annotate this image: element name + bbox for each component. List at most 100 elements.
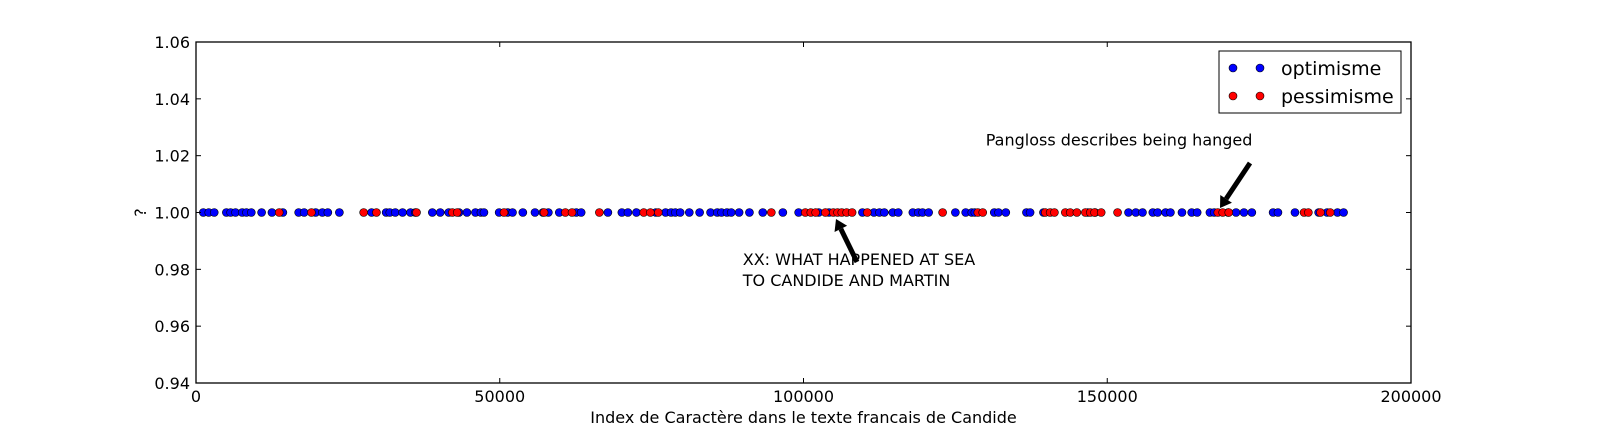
point-optimisme (435, 208, 445, 217)
legend-marker (1255, 91, 1265, 101)
point-optimisme (1339, 208, 1348, 217)
point-optimisme (879, 208, 889, 217)
axis-ticks: 0 50000 100000 150000 200000 0.94 0.96 0.98 1.00… (154, 33, 1441, 406)
annotation-text: TO CANDIDE AND MARTIN (742, 271, 951, 290)
point-pessimisme (412, 208, 421, 217)
point-optimisme (323, 208, 333, 217)
point-optimisme (335, 208, 344, 217)
point-pessimisme (1113, 208, 1122, 217)
point-optimisme (1025, 208, 1035, 217)
point-optimisme (675, 208, 685, 217)
y-tick-label: 1.00 (154, 204, 190, 223)
point-pessimisme (862, 208, 872, 217)
point-pessimisme (539, 208, 549, 217)
annotation-text: Pangloss describes being hanged (986, 131, 1253, 150)
x-tick-label: 0 (191, 387, 201, 406)
data-points (198, 208, 1348, 217)
point-optimisme (1166, 208, 1175, 217)
point-pessimisme (1304, 208, 1313, 217)
point-pessimisme (978, 208, 988, 217)
point-optimisme (893, 208, 903, 217)
point-optimisme (576, 208, 586, 217)
point-optimisme (734, 208, 744, 217)
y-tick-label: 0.94 (154, 374, 190, 393)
point-optimisme (1290, 208, 1300, 217)
point-pessimisme (1316, 208, 1325, 217)
legend-marker (1255, 63, 1265, 73)
point-optimisme (632, 208, 641, 217)
point-optimisme (267, 208, 277, 217)
annotation-arrow-head (834, 219, 848, 232)
point-optimisme (994, 208, 1003, 217)
point-optimisme (924, 208, 933, 217)
annotations: XX: WHAT HAPPENED AT SEA TO CANDIDE AND M… (742, 131, 1253, 290)
point-pessimisme (1325, 208, 1335, 217)
point-optimisme (1239, 208, 1249, 217)
point-pessimisme (567, 208, 577, 217)
point-pessimisme (654, 208, 663, 217)
point-optimisme (530, 208, 540, 217)
point-optimisme (778, 208, 788, 217)
point-pessimisme (646, 208, 655, 217)
point-pessimisme (847, 208, 857, 217)
point-optimisme (951, 208, 960, 217)
point-optimisme (518, 208, 528, 217)
point-optimisme (603, 208, 613, 217)
legend-marker (1228, 63, 1238, 73)
legend-marker (1228, 91, 1238, 101)
x-axis-label: Index de Caractère dans le texte francai… (590, 408, 1016, 427)
point-pessimisme (767, 208, 776, 217)
point-optimisme (1192, 208, 1202, 217)
y-tick-label: 1.04 (154, 90, 190, 109)
point-optimisme (1124, 208, 1133, 217)
point-optimisme (209, 208, 219, 217)
point-pessimisme (938, 208, 947, 217)
point-pessimisme (274, 208, 284, 217)
y-tick-label: 0.96 (154, 317, 190, 336)
point-optimisme (623, 208, 633, 217)
point-optimisme (1247, 208, 1257, 217)
legend-label: pessimisme (1281, 86, 1394, 108)
point-pessimisme (452, 208, 462, 217)
point-optimisme (726, 208, 736, 217)
x-tick-label: 100000 (773, 387, 834, 406)
point-optimisme (508, 208, 517, 217)
legend: optimisme pessimisme (1218, 50, 1402, 114)
point-optimisme (684, 208, 694, 217)
legend-box (1218, 50, 1402, 114)
legend-label: optimisme (1281, 58, 1381, 80)
point-optimisme (246, 208, 256, 217)
point-optimisme (1138, 208, 1147, 217)
annotation-text: XX: WHAT HAPPENED AT SEA (743, 250, 976, 269)
annotation-arrow-shaft (1224, 161, 1253, 201)
point-optimisme (462, 208, 472, 217)
annotation-arrow-shaft (838, 227, 860, 264)
point-optimisme (1153, 208, 1162, 217)
point-pessimisme (307, 208, 316, 217)
point-optimisme (398, 208, 407, 217)
point-pessimisme (1224, 208, 1234, 217)
x-tick-label: 50000 (474, 387, 525, 406)
annotation-arrow-head (1220, 194, 1232, 208)
x-tick-label: 200000 (1380, 387, 1441, 406)
point-pessimisme (359, 208, 368, 217)
point-optimisme (479, 208, 489, 217)
y-axis-label: ? (131, 208, 150, 217)
point-pessimisme (372, 208, 381, 217)
point-pessimisme (595, 208, 604, 217)
point-optimisme (695, 208, 704, 217)
point-pessimisme (821, 208, 830, 217)
y-tick-label: 1.06 (154, 33, 190, 52)
point-pessimisme (1096, 208, 1106, 217)
point-optimisme (745, 208, 754, 217)
point-optimisme (1001, 208, 1011, 217)
point-optimisme (428, 208, 437, 217)
point-pessimisme (499, 208, 509, 217)
point-optimisme (1273, 208, 1283, 217)
point-optimisme (1231, 208, 1241, 217)
point-optimisme (390, 208, 400, 217)
point-pessimisme (1050, 208, 1059, 217)
y-tick-label: 0.98 (154, 260, 190, 279)
point-pessimisme (1072, 208, 1082, 217)
